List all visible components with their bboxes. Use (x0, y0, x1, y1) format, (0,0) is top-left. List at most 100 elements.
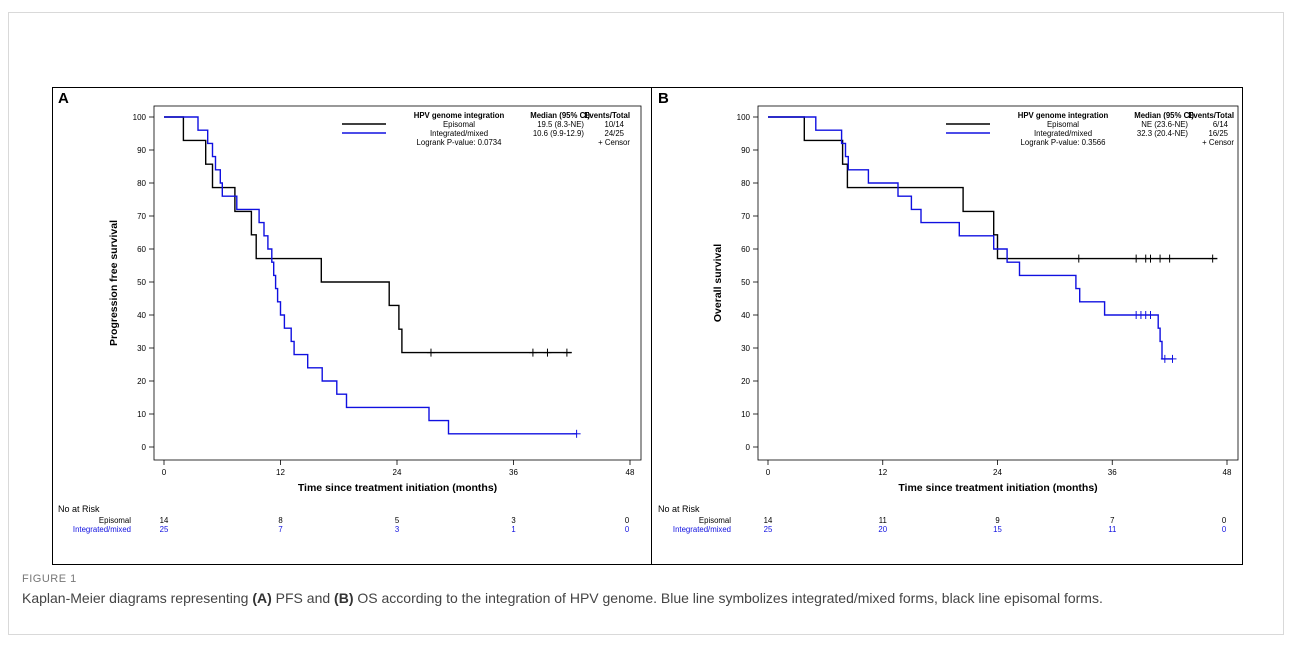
panel-a-episomal-curve (164, 116, 572, 354)
panel-b-y-tick-label: 100 (737, 113, 751, 122)
page-border (8, 12, 1284, 635)
caption-part-3: OS according to the integration of HPV g… (353, 590, 1103, 606)
panel-b-at-risk-value: 20 (878, 525, 887, 534)
panel-a-at-risk-title: No at Risk (58, 504, 100, 514)
panel-b-at-risk-value: 0 (1222, 516, 1227, 525)
panel-b-at-risk-value: 11 (879, 516, 887, 525)
panel-b-y-tick-label: 10 (741, 410, 750, 419)
panel-b-x-tick-label: 48 (1223, 468, 1232, 477)
panel-a-at-risk-value: 0 (625, 516, 630, 525)
panel-b-at-risk-value: 11 (1108, 525, 1116, 534)
panel-a-legend-header-median: Median (95% CI) (530, 111, 590, 120)
panel-a-at-risk-row-label: Integrated/mixed (73, 525, 131, 534)
panel-b-plot-frame (757, 105, 1239, 461)
panel-a-y-axis-label: Progression free survival (108, 220, 120, 346)
panel-a-at-risk-value: 3 (395, 525, 399, 534)
panel-a-integrated-mixed-curve (164, 116, 577, 435)
panel-b-at-risk-value: 15 (993, 525, 1002, 534)
panel-b-y-tick-label: 30 (741, 344, 750, 353)
panel-b-legend-median: 32.3 (20.4-NE) (1137, 129, 1189, 138)
panel-b-y-tick-label: 20 (741, 377, 750, 386)
panel-a-legend-header-group: HPV genome integration (414, 111, 505, 120)
panel-a-x-tick-label: 24 (393, 468, 402, 477)
panel-b-at-risk-row-label: Episomal (699, 516, 731, 525)
caption-ref-b: (B) (334, 590, 354, 606)
panel-a-at-risk-value: 8 (278, 516, 282, 525)
panel-a-legend-header-events: Events/Total (584, 111, 630, 120)
panel-a-label: A (58, 90, 69, 107)
panel-a-at-risk-value: 5 (395, 516, 400, 525)
panel-b-integrated-mixed-curve (768, 116, 1173, 360)
panel-b-y-tick-label: 50 (741, 278, 750, 287)
panel-b-y-tick-label: 70 (741, 212, 750, 221)
panel-b-legend-header-events: Events/Total (1188, 111, 1234, 120)
panel-a-y-tick-label: 40 (137, 311, 146, 320)
panel-b-y-tick-label: 80 (741, 179, 750, 188)
panel-b-y-axis-label: Overall survival (712, 244, 724, 322)
panel-a-legend-pvalue: Logrank P-value: 0.0734 (417, 138, 503, 147)
figure-label: FIGURE 1 (22, 573, 77, 585)
panel-b-legend-series-name: Episomal (1047, 120, 1079, 129)
panel-a-x-tick-label: 0 (162, 468, 167, 477)
panel-a-legend-series-name: Integrated/mixed (430, 129, 488, 138)
panel-b-legend-median: NE (23.6-NE) (1141, 120, 1188, 129)
caption-ref-a: (A) (252, 590, 272, 606)
panel-b-x-tick-label: 36 (1108, 468, 1117, 477)
panel-b-y-tick-label: 40 (741, 311, 750, 320)
panel-a-at-risk-value: 1 (511, 525, 515, 534)
panel-b-label: B (658, 90, 669, 107)
panel-a-y-tick-label: 30 (137, 344, 146, 353)
panel-a-y-tick-label: 10 (137, 410, 146, 419)
panel-a-at-risk-value: 14 (160, 516, 169, 525)
panel-b-legend-events: 6/14 (1213, 120, 1229, 129)
panel-a-x-axis-label: Time since treatment initiation (months) (298, 482, 497, 494)
panel-a-at-risk-value: 3 (511, 516, 515, 525)
panel-a-y-tick-label: 90 (137, 146, 146, 155)
panel-a-legend-median: 19.5 (8.3-NE) (537, 120, 584, 129)
panel-b-legend-pvalue: Logrank P-value: 0.3566 (1021, 138, 1106, 147)
figure-frame: A 0 10 20 30 40 50 60 70 80 90 100 0 12 24 36 48 Time sin… (52, 87, 1243, 565)
panel-a-x-tick-label: 36 (509, 468, 518, 477)
panel-b-y-tick-label: 60 (741, 245, 750, 254)
panel-b-at-risk-value: 7 (1110, 516, 1114, 525)
panel-b-y-tick-label: 0 (746, 443, 751, 452)
panel-divider (651, 87, 652, 565)
panel-b-y-tick-label: 90 (741, 146, 750, 155)
panel-b-x-tick-label: 24 (993, 468, 1002, 477)
panel-a-legend-events: 24/25 (604, 129, 624, 138)
panel-b-legend-events: 16/25 (1208, 129, 1228, 138)
caption-part-1: Kaplan-Meier diagrams representing (22, 590, 253, 606)
panel-b-legend-censor: + Censor (1202, 138, 1234, 147)
panel-b-at-risk-value: 0 (1222, 525, 1227, 534)
panel-b-legend-header-group: HPV genome integration (1018, 111, 1109, 120)
panel-a-y-tick-label: 100 (133, 113, 147, 122)
panel-b-at-risk-title: No at Risk (658, 504, 700, 514)
panel-a-at-risk-value: 25 (160, 525, 169, 534)
panel-b-at-risk-value: 14 (764, 516, 773, 525)
panel-a-plot-frame (153, 105, 642, 461)
panel-a-at-risk-row-label: Episomal (99, 516, 131, 525)
panel-b-at-risk-value: 9 (995, 516, 999, 525)
panel-a-y-tick-label: 0 (142, 443, 147, 452)
panel-b-legend-header-median: Median (95% CI) (1134, 111, 1194, 120)
panel-a-y-tick-label: 80 (137, 179, 146, 188)
panel-a-at-risk-value: 0 (625, 525, 630, 534)
panel-a-legend-censor: + Censor (598, 138, 630, 147)
panel-b-x-axis-label: Time since treatment initiation (months) (898, 482, 1097, 494)
panel-a-y-tick-label: 70 (137, 212, 146, 221)
panel-b-x-tick-label: 12 (878, 468, 887, 477)
panel-a-y-tick-label: 20 (137, 377, 146, 386)
panel-b-episomal-curve (768, 116, 1218, 260)
panel-a-x-tick-label: 48 (626, 468, 635, 477)
panel-b-at-risk-row-label: Integrated/mixed (673, 525, 731, 534)
panel-b-x-tick-label: 0 (766, 468, 771, 477)
panel-a-y-tick-label: 60 (137, 245, 146, 254)
figure-caption: Kaplan-Meier diagrams representing (A) P… (22, 588, 1262, 609)
panel-b-at-risk-value: 25 (764, 525, 773, 534)
panel-a-legend-series-name: Episomal (443, 120, 475, 129)
panel-a-x-tick-label: 12 (276, 468, 285, 477)
caption-part-2: PFS and (271, 590, 335, 606)
panel-b-legend-series-name: Integrated/mixed (1034, 129, 1092, 138)
panel-a-at-risk-value: 7 (278, 525, 282, 534)
